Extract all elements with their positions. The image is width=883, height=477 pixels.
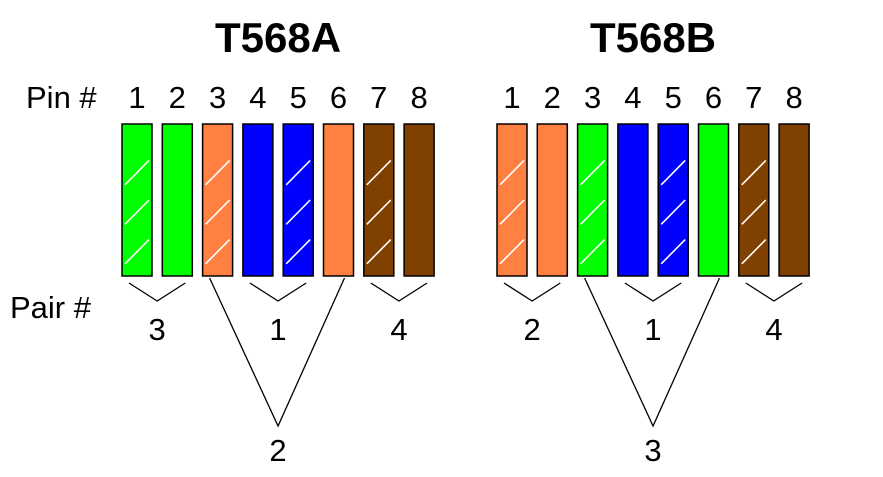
t568a-pair-label-1: 1	[269, 312, 286, 347]
t568b-title: T568B	[590, 14, 716, 61]
t568b-wire-7-stripe-2	[741, 199, 767, 225]
t568b-wire-5-striped	[657, 123, 689, 277]
t568b-pin-number-2: 2	[544, 80, 561, 115]
t568b-pin-number-6: 6	[705, 80, 722, 115]
t568b-pin-number-8: 8	[785, 80, 802, 115]
t568a-pair-label-4: 4	[390, 312, 407, 347]
t568a-wire-1-stripe-1	[124, 238, 150, 265]
t568b-pair-label-4: 4	[765, 312, 782, 347]
t568a-pin-number-1: 1	[128, 80, 145, 115]
t568b-wire-3-stripe-3	[580, 159, 606, 186]
t568a-wire-7-stripe-2	[366, 199, 392, 225]
t568a-wire-6-solid	[322, 123, 355, 277]
t568b-wire-5-stripe-1	[660, 238, 686, 265]
t568b-wire-6-solid	[697, 123, 730, 277]
t568b-wire-3-stripe-2	[580, 199, 606, 225]
t568a-wire-5-stripe-2	[285, 199, 311, 225]
t568a-pin-number-3: 3	[209, 80, 226, 115]
t568b-wire-4-solid	[617, 123, 649, 277]
t568a-wire-1-striped	[121, 123, 153, 277]
t568b-wire-8-solid	[778, 123, 810, 277]
t568a-pin-number-2: 2	[169, 80, 186, 115]
t568a-wire-2-solid	[161, 123, 194, 277]
t568b-wire-5-stripe-3	[660, 159, 686, 186]
t568a-wire-8-solid	[403, 123, 435, 277]
t568b-pair-connector-2	[503, 282, 561, 302]
t568a-wire-1-stripe-3	[124, 159, 150, 186]
t568a-wire-5-stripe-1	[285, 238, 311, 265]
t568a-pin-number-4: 4	[249, 80, 266, 115]
t568b-pair-label-2: 2	[524, 312, 541, 347]
t568b-pin-number-4: 4	[624, 80, 641, 115]
t568a-pin-number-5: 5	[290, 80, 307, 115]
t568a-wire-3-stripe-3	[205, 159, 231, 186]
t568b-wire-1-stripe-1	[499, 238, 525, 265]
t568b-pair-connector-3	[584, 277, 721, 428]
t568b-wire-2-solid	[536, 123, 569, 277]
t568a-title: T568A	[215, 14, 341, 61]
t568a-pair-connector-3	[128, 282, 186, 302]
t568a-wire-7-striped	[363, 123, 395, 277]
t568a-pair-connector-2	[209, 277, 346, 428]
t568a-wire-4-solid	[242, 123, 274, 277]
t568b-pair-label-3: 3	[644, 433, 661, 468]
t568b-wire-1-striped	[496, 123, 528, 277]
t568b-pin-number-1: 1	[503, 80, 520, 115]
t568a-wire-7-stripe-1	[366, 238, 392, 265]
t568a-pin-number-7: 7	[370, 80, 387, 115]
t568a-wire-7-stripe-3	[366, 159, 392, 186]
t568b-pin-number-5: 5	[665, 80, 682, 115]
t568a-pair-connector-4	[370, 282, 428, 302]
t568b-pair-label-1: 1	[644, 312, 661, 347]
t568a-wire-1-stripe-2	[124, 199, 150, 225]
t568a-wire-3-striped	[201, 123, 234, 277]
t568b-pair-connector-1	[624, 282, 682, 302]
t568a-pair-connector-1	[249, 282, 307, 302]
t568b-wire-1-stripe-2	[499, 199, 525, 225]
pin-row-label: Pin #	[26, 80, 97, 115]
t568b-wire-3-stripe-1	[580, 238, 606, 265]
t568a-wire-3-stripe-2	[205, 199, 231, 225]
t568b-pin-number-7: 7	[745, 80, 762, 115]
t568a-pin-number-8: 8	[410, 80, 427, 115]
t568a-wire-5-striped	[282, 123, 314, 277]
t568b-wire-5-stripe-2	[660, 199, 686, 225]
t568b-wire-3-striped	[576, 123, 609, 277]
t568b-pin-number-3: 3	[584, 80, 601, 115]
t568b-wire-7-stripe-1	[741, 238, 767, 265]
t568b-wire-7-stripe-3	[741, 159, 767, 186]
t568b-wire-1-stripe-3	[499, 159, 525, 186]
t568a-wire-5-stripe-3	[285, 159, 311, 186]
pair-row-label: Pair #	[10, 290, 92, 325]
t568a-pair-label-2: 2	[269, 433, 286, 468]
t568b-pair-connector-4	[745, 282, 803, 302]
t568a-pin-number-6: 6	[330, 80, 347, 115]
t568a-wire-3-stripe-1	[205, 238, 231, 265]
t568b-wire-7-striped	[738, 123, 770, 277]
t568a-pair-label-3: 3	[149, 312, 166, 347]
